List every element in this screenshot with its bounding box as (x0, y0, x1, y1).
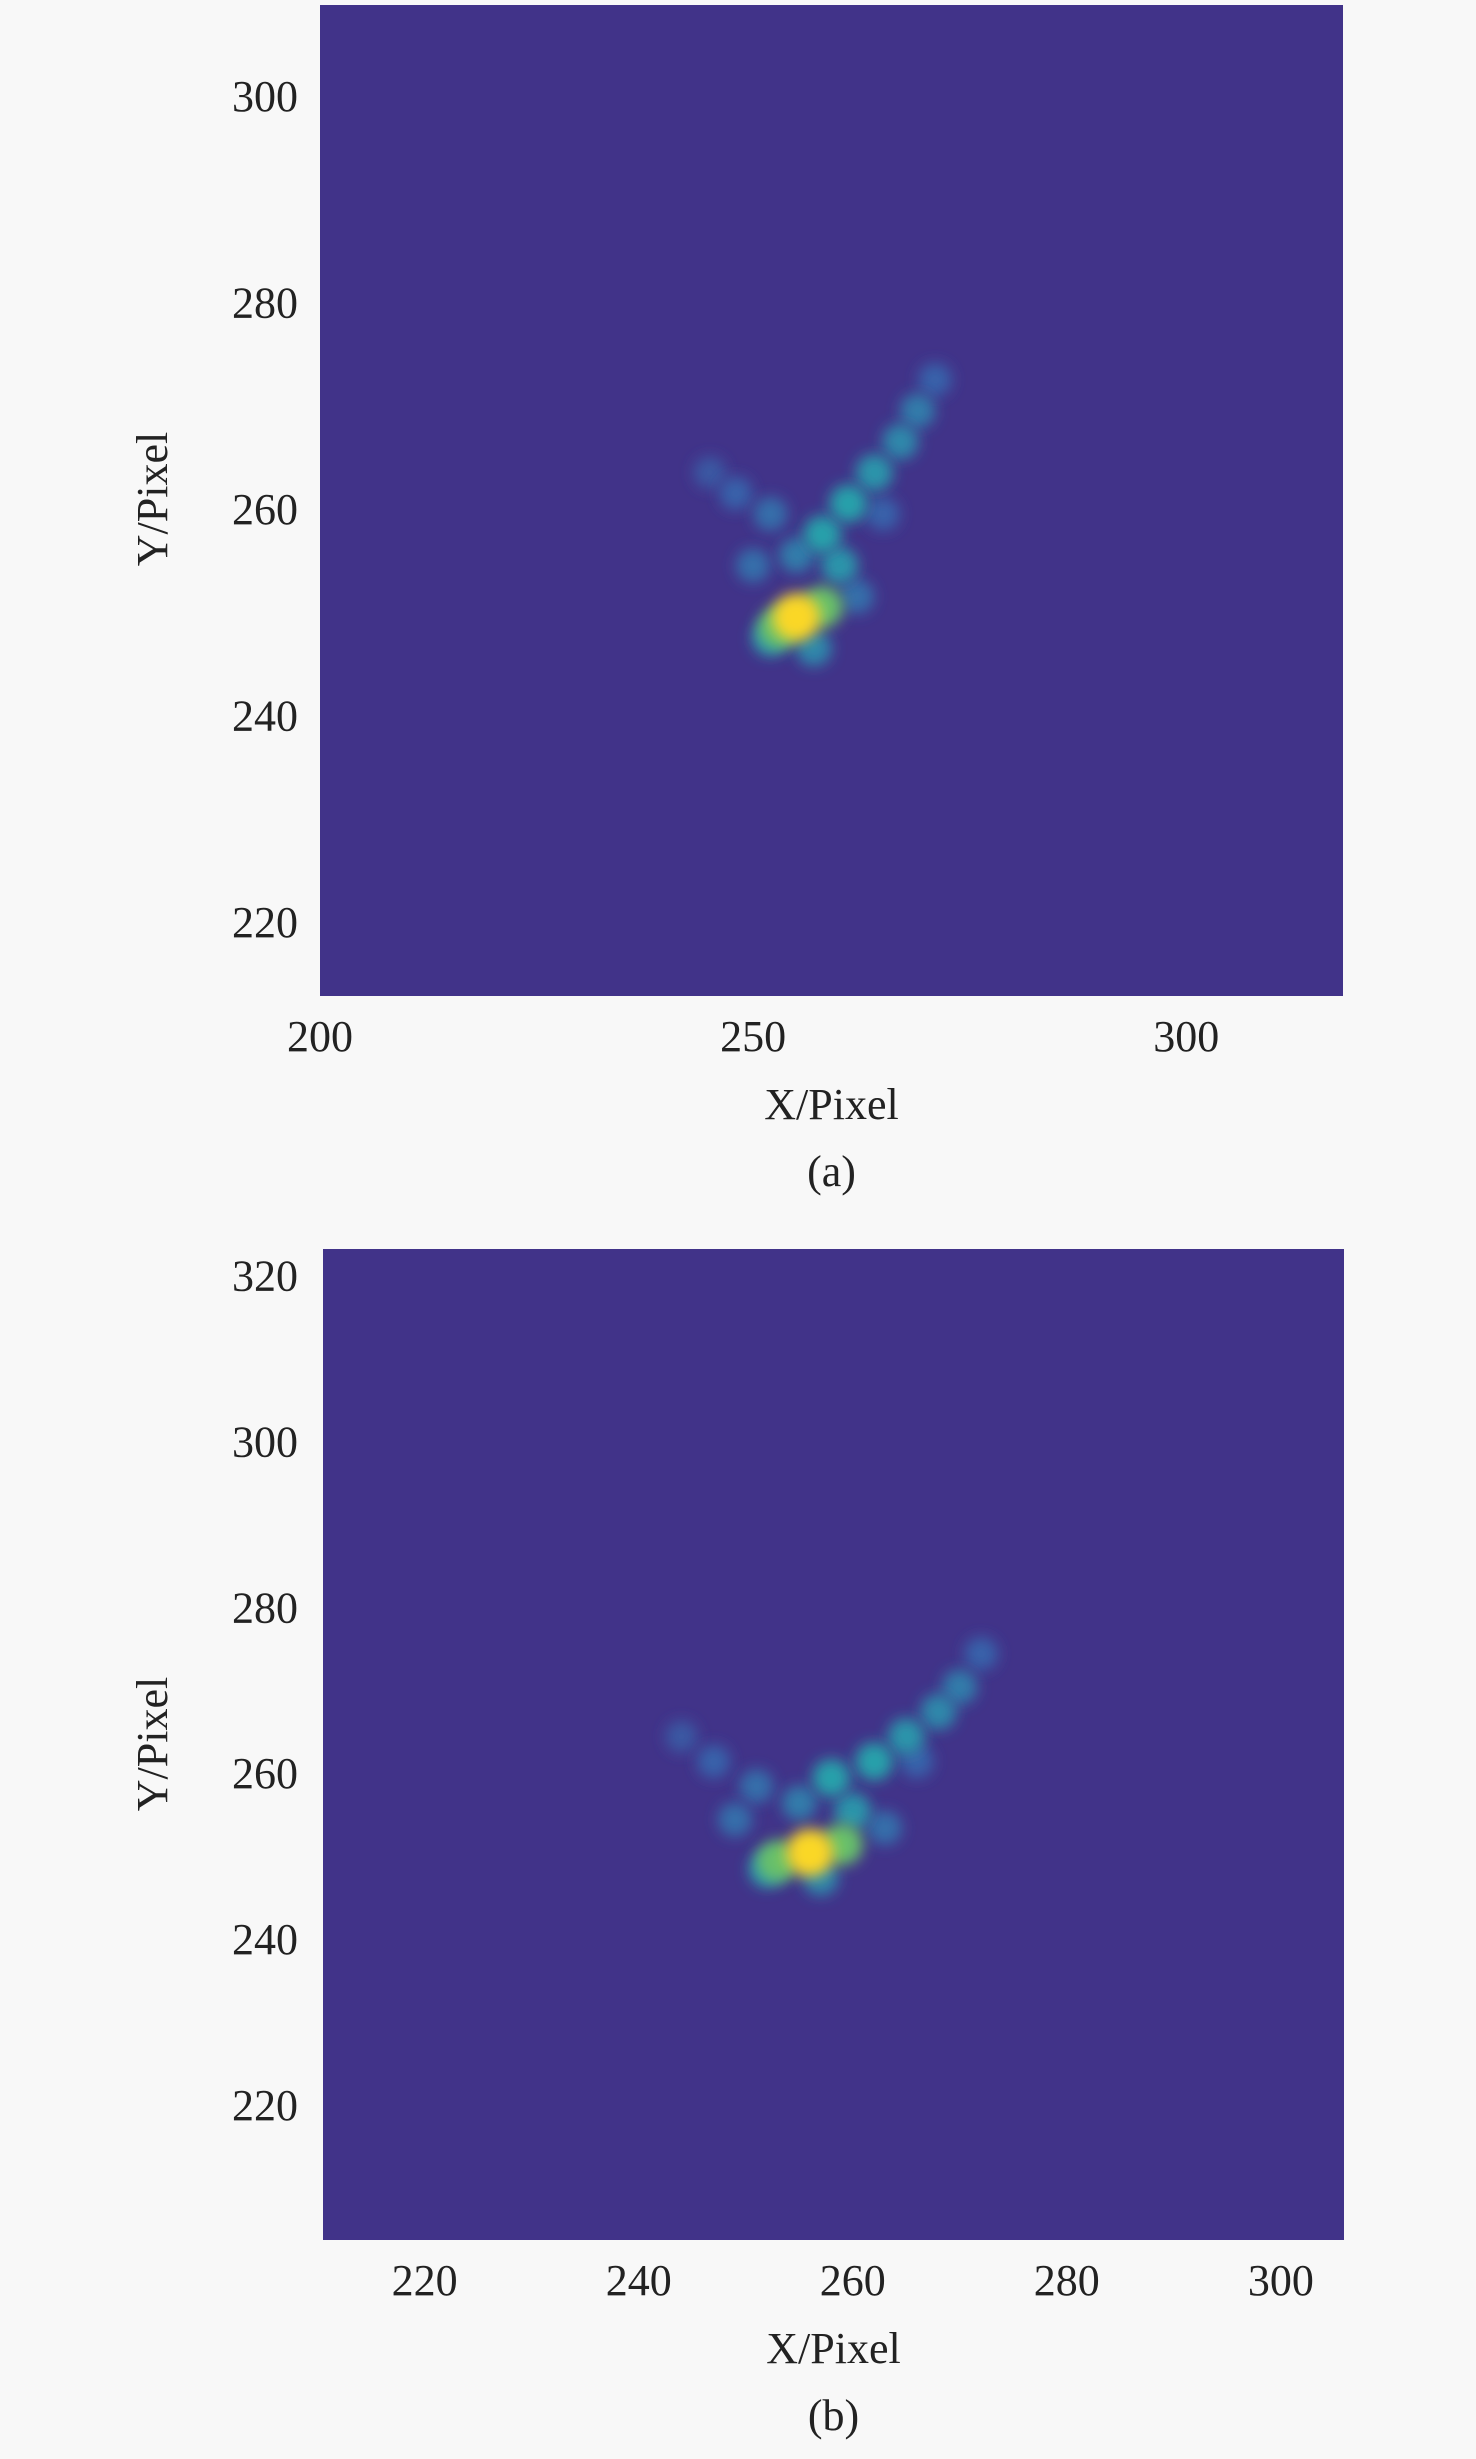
caption: (a) (807, 1147, 856, 1196)
heat-cell (866, 497, 900, 531)
heat-cell (829, 484, 868, 523)
heat-cell (753, 496, 788, 531)
y-axis-label: Y/Pixel (128, 432, 177, 566)
y-tick-label: 260 (232, 485, 298, 534)
heat-cell (964, 1637, 998, 1671)
y-tick-label: 280 (232, 279, 298, 328)
x-tick-label: 220 (392, 2256, 458, 2305)
y-tick-label: 300 (232, 72, 298, 121)
heat-cell (867, 1810, 902, 1845)
heat-cell (855, 1742, 894, 1781)
y-tick-label: 240 (232, 1915, 298, 1964)
heat-cell (920, 1693, 957, 1730)
plot (323, 1249, 1344, 2240)
heat-cell (665, 1720, 698, 1753)
x-tick-label: 280 (1034, 2256, 1100, 2305)
x-tick-label: 300 (1248, 2256, 1314, 2305)
y-axis-label: Y/Pixel (128, 1677, 177, 1811)
heat-cell (812, 1759, 851, 1798)
heat-cell (803, 515, 842, 554)
x-tick-label: 240 (606, 2256, 672, 2305)
x-tick-label: 300 (1153, 1012, 1219, 1061)
y-tick-label: 280 (232, 1583, 298, 1632)
heat-cell (718, 1802, 753, 1837)
y-tick-label: 220 (232, 2081, 298, 2130)
plot-background (323, 1249, 1344, 2240)
x-tick-label: 200 (287, 1012, 353, 1061)
heat-cell (840, 579, 875, 614)
y-tick-label: 300 (232, 1417, 298, 1466)
heat-cell (918, 363, 952, 397)
heat-cell (887, 1718, 925, 1756)
heat-cell (834, 1792, 872, 1830)
heat-cell (942, 1669, 978, 1705)
x-tick-label: 260 (820, 2256, 886, 2305)
heat-cell (855, 454, 893, 492)
heat-cell (785, 1828, 834, 1877)
heat-cell (781, 1785, 817, 1821)
heat-cell (697, 1745, 731, 1779)
y-tick-label: 220 (232, 898, 298, 947)
x-tick-label: 250 (720, 1012, 786, 1061)
heat-cell (900, 393, 936, 429)
heat-cell (882, 423, 919, 460)
heat-cell (693, 456, 726, 489)
plot (320, 5, 1343, 996)
heat-cell (736, 548, 771, 583)
caption: (b) (808, 2391, 859, 2440)
y-tick-label: 240 (232, 691, 298, 740)
heat-cell (739, 1769, 774, 1804)
y-tick-label: 260 (232, 1749, 298, 1798)
x-axis-label: X/Pixel (766, 2324, 900, 2373)
heat-cell (821, 547, 859, 585)
heat-cell (778, 537, 814, 573)
heat-cell (772, 593, 821, 642)
x-axis-label: X/Pixel (764, 1080, 898, 1129)
y-tick-label: 320 (232, 1252, 298, 1301)
heat-cell (719, 476, 753, 510)
